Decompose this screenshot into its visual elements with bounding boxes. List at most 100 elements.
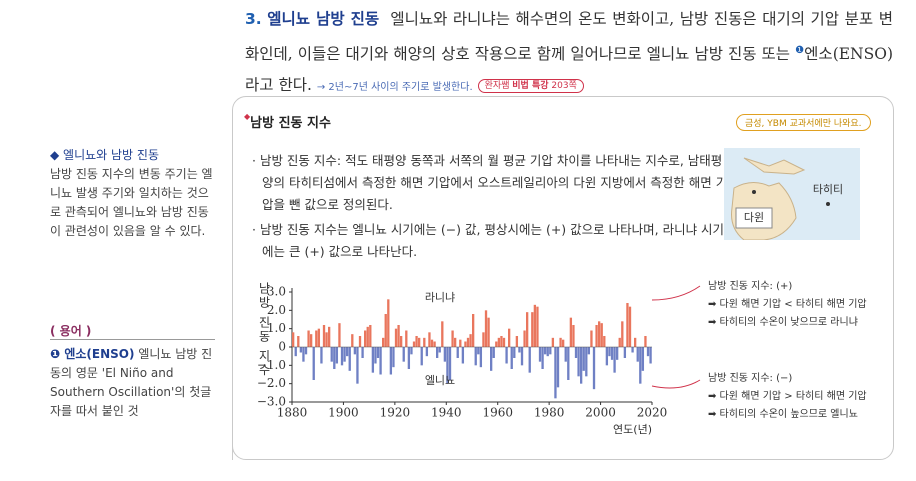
box-title-text: 남방 진동 지수 xyxy=(250,116,331,131)
bar xyxy=(441,321,444,347)
y-tick-label: −1.0 xyxy=(257,358,286,372)
bar xyxy=(297,336,300,347)
bar xyxy=(353,347,357,355)
bar xyxy=(533,304,537,347)
bar xyxy=(582,347,585,371)
glossary-title: ( 용어 ) xyxy=(50,322,215,340)
tahiti-dot xyxy=(826,202,830,206)
bar xyxy=(348,347,351,371)
bar xyxy=(389,347,393,375)
bar xyxy=(328,326,331,347)
body-text: 엔소(ENSO)라고 한다. xyxy=(245,45,893,95)
section-heading: 엘니뇨 남방 진동 xyxy=(267,10,380,28)
bar xyxy=(307,330,310,347)
bar xyxy=(448,347,452,380)
bar xyxy=(294,347,297,357)
bar xyxy=(374,347,377,364)
footnote-mark: ❶ xyxy=(795,45,805,56)
bar xyxy=(515,336,519,347)
bar xyxy=(559,337,562,347)
bar xyxy=(433,341,436,347)
bar xyxy=(472,314,475,347)
bar xyxy=(595,325,598,347)
bar xyxy=(520,347,524,366)
sidebar-title: ◆ 엘니뇨와 남방 진동 xyxy=(50,148,159,162)
bar xyxy=(626,303,629,347)
x-tick-label: 1880 xyxy=(277,406,308,420)
annotation: 엘니뇨 xyxy=(425,374,455,387)
bar xyxy=(379,347,382,375)
glossary-term: ❶ 엔소(ENSO) xyxy=(50,347,135,361)
bar xyxy=(508,328,511,347)
bar xyxy=(410,347,413,355)
bar xyxy=(546,347,549,357)
note-heading: 남방 진동 지수: (−) xyxy=(708,373,793,384)
bar xyxy=(587,347,591,355)
x-tick-label: 1940 xyxy=(431,406,462,420)
bar xyxy=(369,325,372,347)
bar xyxy=(479,347,483,368)
bar xyxy=(466,337,470,347)
bar xyxy=(358,336,362,347)
bullet-text: 남방 진동 지수는 엘니뇨 시기에는 (−) 값, 평상시에는 (+) 값으로 … xyxy=(259,222,725,259)
map-label: 다윈 xyxy=(744,210,764,224)
x-axis-label: 연도(년) xyxy=(613,423,652,436)
label-box xyxy=(735,207,773,229)
bar xyxy=(510,347,513,369)
bar xyxy=(577,347,580,377)
bar xyxy=(425,347,429,357)
bar xyxy=(585,347,588,377)
note-line: ➡ 다윈 해면 기압 > 타히티 해면 기압 xyxy=(708,391,867,402)
note-block: 남방 진동 지수: (+) ➡ 다윈 해면 기압 < 타히티 해면 기압 ➡ 타히티… xyxy=(708,278,867,332)
bar xyxy=(608,347,611,357)
bar xyxy=(551,337,555,347)
badge-main: 비법 특강 xyxy=(512,81,549,92)
bar xyxy=(400,336,403,347)
y-tick-label: 2.0 xyxy=(267,303,286,317)
bar xyxy=(320,347,323,364)
bullet-text: 남방 진동 지수: 적도 태평양 동쪽과 서쪽의 월 평균 기압 차이를 나타내… xyxy=(259,153,728,212)
info-box xyxy=(232,96,894,460)
bar xyxy=(497,337,501,347)
annotation: 라니냐 xyxy=(425,291,455,304)
bar xyxy=(333,347,336,369)
bar xyxy=(554,347,557,399)
bar xyxy=(574,347,578,358)
bar xyxy=(299,347,303,353)
badge: 완자쌤 비법 특강 203쪽 xyxy=(477,79,584,94)
section-number: 3. xyxy=(245,10,262,28)
bar xyxy=(605,347,609,366)
bullet: · 남방 진동 지수: 적도 태평양 동쪽과 서쪽의 월 평균 기압 차이를 나… xyxy=(252,153,728,212)
bar xyxy=(500,336,503,347)
bar xyxy=(613,347,616,373)
bar xyxy=(474,347,477,366)
bar xyxy=(505,347,508,364)
bar xyxy=(528,347,531,373)
box-title: ◆남방 진동 지수 xyxy=(244,112,331,131)
bar xyxy=(364,330,367,347)
x-tick-label: 1980 xyxy=(534,406,565,420)
bar xyxy=(531,312,534,347)
arrow xyxy=(651,285,701,301)
bar xyxy=(317,328,321,347)
bar xyxy=(392,347,395,368)
bar xyxy=(402,347,405,362)
bar xyxy=(428,332,431,347)
bar xyxy=(340,347,344,366)
bar xyxy=(541,347,544,369)
darwin-dot xyxy=(752,190,756,194)
bar xyxy=(415,336,418,347)
bar xyxy=(492,347,495,358)
y-tick-label: 3.0 xyxy=(267,285,286,299)
bar xyxy=(335,347,339,364)
bar xyxy=(446,347,449,384)
bar xyxy=(405,330,408,347)
bar xyxy=(356,347,359,384)
bar xyxy=(646,347,650,357)
bar xyxy=(495,341,498,347)
bar xyxy=(436,347,439,358)
y-tick-label: 1.0 xyxy=(267,321,286,335)
bar xyxy=(330,347,333,362)
note-line: ➡ 타히티의 수온이 높으므로 엘니뇨 xyxy=(708,409,858,420)
